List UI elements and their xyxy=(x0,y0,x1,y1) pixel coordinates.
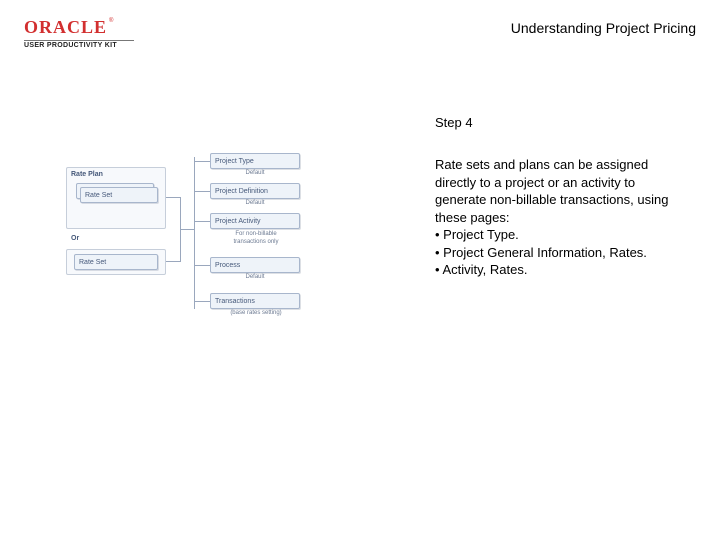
node-activity-note-a: For non-billable xyxy=(216,231,296,238)
connector-left-lower-h xyxy=(166,261,180,262)
body-line: generate non-billable transactions, usin… xyxy=(435,191,685,209)
node-transactions: Transactions xyxy=(210,293,300,309)
node-project-definition-sub: Default xyxy=(236,200,274,207)
bullet-line: • Activity, Rates. xyxy=(435,261,685,279)
header: ORACLE® USER PRODUCTIVITY KIT Understand… xyxy=(24,18,696,49)
step-label: Step 4 xyxy=(435,115,685,130)
body-line: Rate sets and plans can be assigned xyxy=(435,156,685,174)
body-line: these pages: xyxy=(435,209,685,227)
node-project-activity: Project Activity xyxy=(210,213,300,229)
node-activity-note-b: transactions only xyxy=(216,239,296,246)
logo-divider xyxy=(24,40,134,41)
trademark: ® xyxy=(109,18,113,24)
oracle-logo: ORACLE® xyxy=(24,18,134,38)
node-project-definition-label: Project Definition xyxy=(215,188,268,195)
rate-set-single-label: Rate Set xyxy=(79,259,106,266)
bullet-line: • Project Type. xyxy=(435,226,685,244)
stub-2 xyxy=(194,191,210,192)
text-content: Step 4 Rate sets and plans can be assign… xyxy=(435,115,685,279)
body-text: Rate sets and plans can be assigned dire… xyxy=(435,156,685,279)
node-project-activity-label: Project Activity xyxy=(215,218,261,225)
node-process-sub: Default xyxy=(236,274,274,281)
node-project-type-sub: Default xyxy=(236,170,274,177)
body-line: directly to a project or an activity to xyxy=(435,174,685,192)
node-transactions-note: (base rates setting) xyxy=(216,310,296,317)
rate-set-label: Rate Set xyxy=(85,192,112,199)
logo-block: ORACLE® USER PRODUCTIVITY KIT xyxy=(24,18,134,49)
node-project-definition: Project Definition xyxy=(210,183,300,199)
connector-left-upper-h xyxy=(166,197,180,198)
rate-plan-label: Rate Plan xyxy=(71,171,103,178)
bullet-line: • Project General Information, Rates. xyxy=(435,244,685,262)
stub-5 xyxy=(194,301,210,302)
connector-trunk-h xyxy=(180,229,194,230)
node-project-type: Project Type xyxy=(210,153,300,169)
stub-3 xyxy=(194,221,210,222)
brand-text: ORACLE xyxy=(24,17,107,37)
stub-1 xyxy=(194,161,210,162)
or-label: Or xyxy=(71,235,79,242)
stub-4 xyxy=(194,265,210,266)
node-process: Process xyxy=(210,257,300,273)
rate-diagram: Rate Plan Rate Set Or Rate Set Project T… xyxy=(66,153,346,318)
node-transactions-label: Transactions xyxy=(215,298,255,305)
rate-set-single-box: Rate Set xyxy=(74,254,158,270)
node-process-label: Process xyxy=(215,262,240,269)
connector-right-vert xyxy=(194,157,195,309)
product-line: USER PRODUCTIVITY KIT xyxy=(24,42,134,49)
node-project-type-label: Project Type xyxy=(215,158,254,165)
rate-set-box-front: Rate Set xyxy=(80,187,158,203)
page-title: Understanding Project Pricing xyxy=(511,20,696,36)
